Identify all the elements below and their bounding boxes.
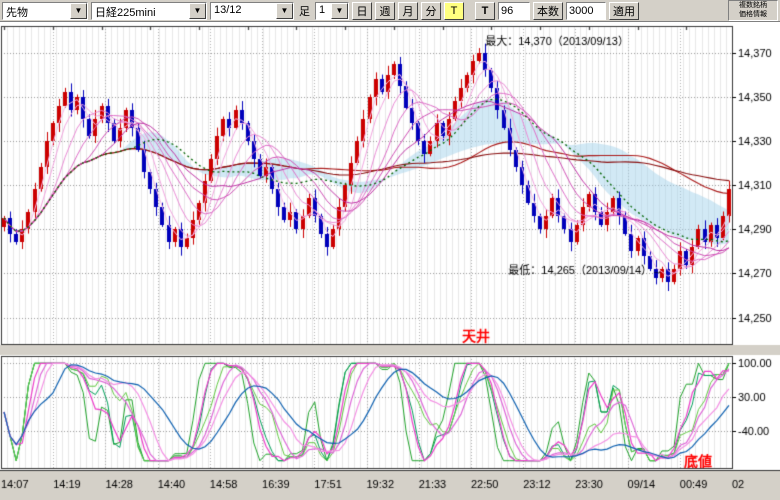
total-count-value: 3000 (569, 4, 594, 17)
contract-select-value: 13/12 (214, 3, 242, 16)
chart-canvas[interactable] (0, 22, 780, 500)
bars-button[interactable]: 本数 (533, 1, 563, 20)
info-box-line1: 複数銘柄 (739, 2, 767, 9)
contract-select[interactable]: 13/12 ▼ (210, 1, 294, 20)
symbol-select[interactable]: 日経225mini ▼ (91, 1, 207, 20)
chevron-down-icon[interactable]: ▼ (331, 2, 348, 19)
bars-count-input[interactable]: 96 (498, 1, 530, 20)
info-box[interactable]: 複数銘柄 価格情報 (728, 0, 778, 21)
interval-value: 1 (319, 3, 326, 16)
interval-input[interactable]: 1 ▼ (315, 1, 349, 20)
bars-count-value: 96 (501, 4, 514, 17)
period-minute-button[interactable]: 分 (421, 1, 441, 20)
tick-mode-button[interactable]: T (444, 1, 464, 20)
info-box-line2: 価格情報 (739, 11, 767, 18)
period-day-button[interactable]: 日 (352, 1, 372, 20)
toolbar: 先物 ▼ 日経225mini ▼ 13/12 ▼ 足 1 ▼ 日 週 月 分 T… (0, 0, 780, 22)
market-select-value: 先物 (6, 6, 28, 19)
period-month-button[interactable]: 月 (398, 1, 418, 20)
market-select[interactable]: 先物 ▼ (2, 1, 88, 20)
apply-button[interactable]: 適用 (609, 1, 639, 20)
chevron-down-icon[interactable]: ▼ (70, 2, 87, 19)
chevron-down-icon[interactable]: ▼ (189, 2, 206, 19)
chart-area (0, 22, 780, 500)
symbol-select-value: 日経225mini (95, 6, 156, 19)
total-count-input[interactable]: 3000 (566, 1, 606, 20)
chevron-down-icon[interactable]: ▼ (276, 2, 293, 19)
interval-label: 足 (299, 5, 310, 18)
period-week-button[interactable]: 週 (375, 1, 395, 20)
t-button[interactable]: T (475, 1, 495, 20)
